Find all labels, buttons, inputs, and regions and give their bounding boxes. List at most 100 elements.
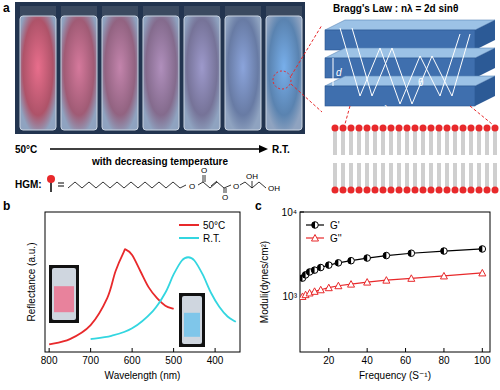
plot-area	[300, 246, 486, 300]
zoom-line	[470, 106, 492, 124]
x-tick-label: 800	[41, 355, 58, 366]
x-tick-label: 60	[400, 355, 412, 366]
vial-cap	[266, 6, 302, 16]
lipid-tail	[350, 131, 351, 155]
inset-photo	[49, 265, 79, 323]
lipid-tail	[494, 131, 495, 155]
legend: G'G''	[306, 220, 342, 244]
lipid-head	[420, 187, 427, 194]
lipid-head	[476, 187, 483, 194]
lipid-tail	[352, 163, 353, 187]
lipid-head	[452, 187, 459, 194]
lipid-tail	[398, 163, 399, 187]
lipid-tail	[462, 131, 463, 155]
triangle	[364, 279, 371, 286]
lipid-tail	[422, 131, 423, 155]
lipid-head	[476, 125, 483, 132]
lipid-tail	[374, 131, 375, 155]
triangle	[383, 277, 390, 284]
lipid-head	[404, 125, 411, 132]
lipid-tail	[480, 163, 481, 187]
marker	[317, 286, 324, 293]
lipid-head	[380, 187, 387, 194]
series-line	[302, 273, 482, 297]
lipid-head	[436, 187, 443, 194]
lipid-head	[388, 125, 395, 132]
lipid-tail	[438, 131, 439, 155]
lipid-tail	[414, 163, 415, 187]
atom: O	[189, 182, 195, 191]
series-line	[49, 249, 173, 344]
bond	[259, 182, 266, 188]
lipid-tail	[470, 131, 471, 155]
lipid-tail	[342, 131, 343, 155]
lipid-tail	[430, 163, 431, 187]
slab-side	[475, 20, 495, 50]
lipid-tail	[470, 163, 471, 187]
inset-photo	[179, 293, 205, 347]
icon-head	[47, 175, 55, 183]
chain	[68, 182, 180, 188]
half-fill	[479, 246, 482, 253]
triangle	[479, 269, 486, 276]
half-fill	[312, 222, 315, 229]
triangle	[317, 286, 324, 293]
lipid-tail	[358, 163, 359, 187]
lipid-head	[396, 187, 403, 194]
vial	[266, 16, 302, 130]
lipid-head	[412, 187, 419, 194]
triangle	[408, 275, 415, 282]
lipid-tail	[424, 131, 425, 155]
lipid-head	[484, 187, 491, 194]
lipid-tail	[432, 131, 433, 155]
circle	[311, 267, 318, 274]
lipid-head	[492, 125, 499, 132]
lipid-tail	[344, 131, 345, 155]
start-label: 50°C	[15, 144, 37, 155]
vial	[143, 16, 179, 130]
lipid-tail	[334, 131, 335, 155]
schematic-label: λ	[384, 104, 389, 115]
marker	[335, 260, 342, 267]
plot-area	[49, 249, 236, 347]
lipid-tail	[358, 131, 359, 155]
lipid-head	[340, 187, 347, 194]
inset-vial	[182, 296, 202, 344]
circle	[383, 252, 390, 259]
lipid-tail	[454, 163, 455, 187]
lipid-head	[412, 125, 419, 132]
lipid-tail	[472, 131, 473, 155]
lipid-head	[372, 125, 379, 132]
lipid-tail	[494, 163, 495, 187]
y-tick-label: 10⁴	[282, 207, 297, 218]
lipid-head	[348, 187, 355, 194]
circle	[408, 250, 415, 257]
bond	[217, 182, 224, 188]
lipid-head	[460, 187, 467, 194]
bond	[203, 182, 210, 188]
circle	[317, 264, 324, 271]
circle	[348, 257, 355, 264]
x-tick	[173, 348, 174, 352]
series-line	[302, 249, 482, 278]
x-tick	[443, 348, 444, 352]
marker	[364, 255, 371, 262]
marker	[408, 275, 415, 282]
lipid-tail	[342, 163, 343, 187]
lipid-tail	[448, 131, 449, 155]
vial	[102, 16, 138, 130]
half-fill	[364, 255, 367, 262]
lipid-tail	[382, 131, 383, 155]
lipid-head	[444, 187, 451, 194]
zoom-line	[291, 84, 322, 112]
marker	[325, 284, 332, 291]
x-tick	[90, 348, 91, 352]
lipid-head	[396, 125, 403, 132]
triangle	[312, 235, 319, 242]
x-tick	[328, 348, 329, 352]
lipid-head	[364, 187, 371, 194]
slab-side	[475, 48, 495, 78]
marker	[383, 277, 390, 284]
x-axis-label: Wavelength (nm)	[105, 370, 181, 381]
marker	[348, 281, 355, 288]
